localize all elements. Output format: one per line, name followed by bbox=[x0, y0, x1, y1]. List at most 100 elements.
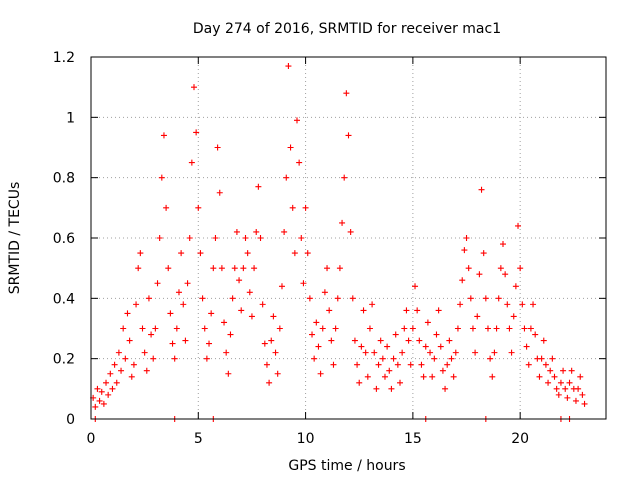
data-point bbox=[195, 204, 202, 211]
data-points bbox=[90, 63, 588, 422]
data-point bbox=[291, 250, 298, 257]
data-point bbox=[115, 349, 122, 356]
data-point bbox=[216, 189, 223, 196]
data-point bbox=[98, 388, 105, 395]
data-point bbox=[579, 391, 586, 398]
data-point bbox=[133, 301, 140, 308]
data-point bbox=[169, 340, 176, 347]
data-point bbox=[128, 373, 135, 380]
data-point bbox=[506, 325, 513, 332]
data-point bbox=[92, 403, 99, 410]
data-point bbox=[332, 325, 339, 332]
data-point bbox=[231, 265, 238, 272]
data-point bbox=[173, 325, 180, 332]
data-point bbox=[551, 373, 558, 380]
data-point bbox=[296, 159, 303, 166]
data-point bbox=[130, 361, 137, 368]
data-point bbox=[309, 331, 316, 338]
data-point bbox=[555, 391, 562, 398]
data-point bbox=[244, 250, 251, 257]
data-point bbox=[278, 283, 285, 290]
data-point bbox=[373, 385, 380, 392]
data-point bbox=[341, 174, 348, 181]
data-point bbox=[103, 379, 110, 386]
data-point bbox=[349, 295, 356, 302]
data-point bbox=[422, 343, 429, 350]
data-point bbox=[152, 325, 159, 332]
data-point bbox=[137, 250, 144, 257]
data-point bbox=[431, 355, 438, 362]
data-point bbox=[420, 373, 427, 380]
data-point bbox=[418, 361, 425, 368]
chart-title: Day 274 of 2016, SRMTID for receiver mac… bbox=[193, 21, 501, 37]
data-point bbox=[442, 385, 449, 392]
data-point bbox=[315, 343, 322, 350]
data-point bbox=[375, 361, 382, 368]
data-point bbox=[285, 63, 292, 70]
data-point bbox=[227, 331, 234, 338]
data-point bbox=[523, 343, 530, 350]
data-point bbox=[238, 307, 245, 314]
data-point bbox=[452, 349, 459, 356]
data-point bbox=[274, 370, 281, 377]
data-point bbox=[489, 373, 496, 380]
data-point bbox=[257, 235, 264, 241]
data-point bbox=[379, 355, 386, 362]
data-point bbox=[302, 204, 309, 211]
data-point bbox=[521, 325, 528, 332]
data-point bbox=[171, 355, 178, 362]
data-point bbox=[184, 280, 191, 287]
data-point bbox=[188, 159, 195, 166]
data-point bbox=[156, 235, 163, 241]
data-point bbox=[261, 340, 268, 347]
data-point bbox=[139, 325, 146, 332]
data-point bbox=[165, 265, 172, 272]
data-point bbox=[448, 355, 455, 362]
x-tick-label: 5 bbox=[194, 431, 203, 447]
data-point bbox=[313, 319, 320, 326]
data-point bbox=[439, 367, 446, 374]
data-point bbox=[392, 331, 399, 338]
data-point bbox=[568, 367, 575, 374]
data-point bbox=[343, 90, 350, 97]
data-point bbox=[388, 385, 395, 392]
data-point bbox=[403, 307, 410, 314]
data-point bbox=[429, 373, 436, 380]
y-tick-label: 1 bbox=[66, 110, 75, 126]
data-point bbox=[435, 307, 442, 314]
data-point bbox=[287, 144, 294, 151]
data-point bbox=[540, 337, 547, 344]
data-point bbox=[272, 349, 279, 356]
data-point bbox=[545, 379, 552, 386]
data-point bbox=[214, 144, 221, 151]
data-point bbox=[283, 174, 290, 181]
data-point bbox=[328, 337, 335, 344]
data-point bbox=[143, 367, 150, 374]
x-tick-labels: 0 5 10 15 20 bbox=[87, 431, 530, 447]
data-point bbox=[109, 385, 116, 392]
data-point bbox=[358, 343, 365, 350]
data-point bbox=[94, 385, 101, 392]
data-point bbox=[416, 337, 423, 344]
data-point bbox=[266, 379, 273, 386]
data-point bbox=[218, 265, 225, 272]
x-axis-label: GPS time / hours bbox=[288, 458, 405, 474]
data-point bbox=[223, 349, 230, 356]
data-point bbox=[113, 379, 120, 386]
data-point bbox=[126, 337, 133, 344]
data-point bbox=[502, 271, 509, 278]
data-point bbox=[465, 265, 472, 272]
data-point bbox=[457, 301, 464, 308]
data-point bbox=[251, 265, 258, 272]
data-point bbox=[197, 250, 204, 257]
x-tick-label: 15 bbox=[404, 431, 422, 447]
data-point bbox=[508, 349, 515, 356]
data-point bbox=[242, 235, 249, 241]
data-point bbox=[276, 325, 283, 332]
data-point bbox=[298, 235, 305, 241]
data-point bbox=[354, 361, 361, 368]
data-point bbox=[542, 361, 549, 368]
grid-lines bbox=[91, 57, 606, 419]
y-tick-label: 0.4 bbox=[53, 291, 75, 307]
